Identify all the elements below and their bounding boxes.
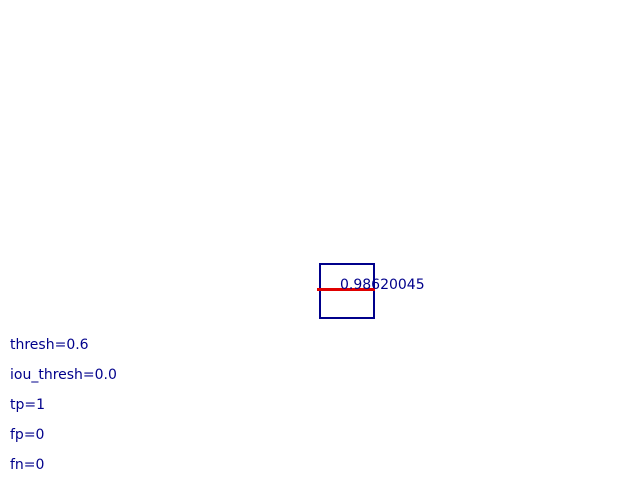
detection-score-label: 0.98620045 — [340, 277, 425, 293]
fn-label: fn=0 — [10, 457, 45, 473]
metrics-list: thresh=0.6 iou_thresh=0.0 tp=1 fp=0 fn=0 — [10, 336, 117, 486]
tp-label: tp=1 — [10, 397, 46, 413]
ground-truth-marker-line — [317, 288, 375, 291]
thresh-label: thresh=0.6 — [10, 337, 89, 353]
detection-bounding-box — [319, 263, 375, 319]
fp-label: fp=0 — [10, 427, 45, 443]
iou-thresh-label: iou_thresh=0.0 — [10, 367, 117, 383]
